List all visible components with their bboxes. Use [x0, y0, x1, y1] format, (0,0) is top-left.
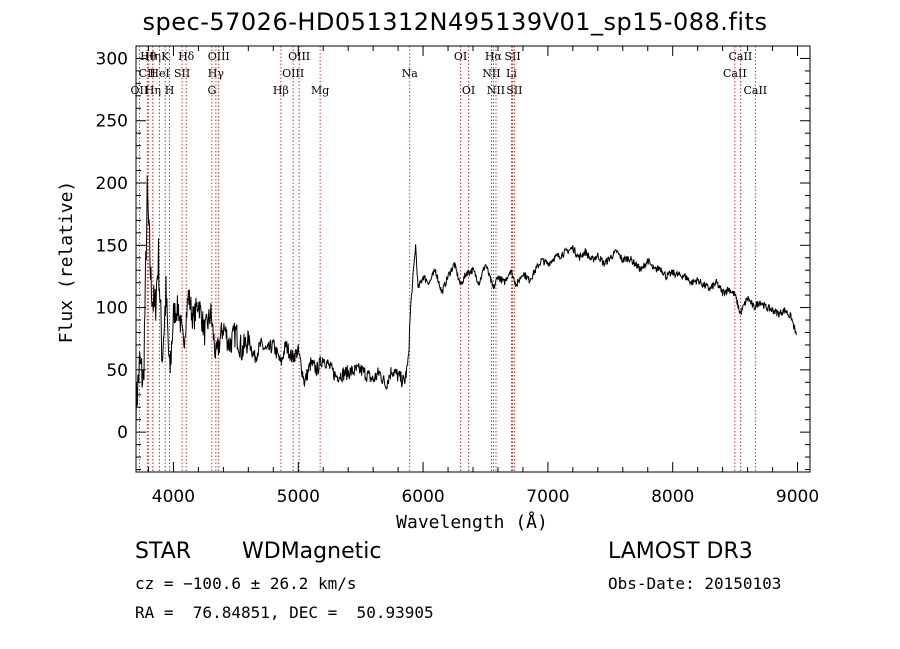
line-marker-label: NII: [487, 84, 505, 97]
x-axis-label: Wavelength (Å): [396, 511, 548, 533]
x-tick-label: 4000: [152, 487, 195, 507]
line-marker-label: SII: [174, 67, 190, 80]
cz-text: cz = −100.6 ± 26.2 km/s: [135, 574, 357, 593]
x-tick-label: 9000: [776, 487, 819, 507]
line-marker-label: OIII: [208, 50, 230, 63]
x-tick-label: 8000: [651, 487, 694, 507]
x-tick-label: 6000: [401, 487, 444, 507]
line-marker-label: CaII: [723, 67, 747, 80]
y-tick-label: 50: [106, 361, 128, 381]
y-tick-label: 200: [96, 174, 128, 194]
line-marker-label: SII: [506, 84, 522, 97]
axes: 4000 5000 6000 7000 8000 9000 0 50 100 150 200 250 3…: [96, 45, 819, 507]
line-marker-label: OIII: [282, 67, 304, 80]
line-marker-label: Li: [506, 67, 517, 80]
line-marker-label: OI: [462, 84, 475, 97]
y-tick-label: 100: [96, 299, 128, 319]
y-tick-label: 250: [96, 112, 128, 132]
line-marker-label: K: [161, 50, 170, 63]
line-marker-label: Hγ: [208, 67, 225, 80]
line-marker-label: NII: [482, 67, 500, 80]
line-marker-label: OII: [131, 84, 149, 97]
line-marker-label: CaII: [743, 84, 767, 97]
x-tick-label: 7000: [526, 487, 569, 507]
page-title: spec-57026-HD051312N495139V01_sp15-088.f…: [142, 8, 768, 36]
spectrum-series: [135, 175, 797, 431]
x-tick-label: 5000: [277, 487, 320, 507]
survey-label: LAMOST DR3: [608, 539, 753, 564]
line-marker-label: Na: [402, 67, 419, 80]
y-tick-label: 300: [96, 49, 128, 69]
line-marker-label: H: [165, 84, 175, 97]
line-marker-label: Hδ: [178, 50, 195, 63]
line-marker-label: Mg: [311, 84, 329, 97]
line-marker-label: SII: [504, 50, 520, 63]
y-axis-label: Flux (relative): [56, 181, 77, 344]
line-marker-label: HeI: [149, 67, 169, 80]
spectrum-line: [135, 175, 797, 431]
line-marker-label: CaII: [729, 50, 753, 63]
plot-frame: [135, 45, 811, 473]
line-marker-label: Hα: [485, 50, 503, 63]
line-marker-label: OI: [454, 50, 467, 63]
obs-date-text: Obs-Date: 20150103: [608, 574, 782, 593]
subclass-label: WDMagnetic: [242, 539, 382, 564]
y-tick-label: 0: [117, 423, 128, 443]
line-marker-label: Hβ: [273, 84, 289, 97]
line-marker-label: CII: [139, 67, 156, 80]
line-marker-label: G: [207, 84, 216, 97]
y-tick-label: 150: [96, 236, 128, 256]
class-label: STAR: [135, 539, 192, 564]
line-marker-label: Hη: [145, 84, 161, 97]
line-marker-label: OIII: [288, 50, 310, 63]
radec-text: RA = 76.84851, DEC = 50.93905: [135, 603, 434, 622]
